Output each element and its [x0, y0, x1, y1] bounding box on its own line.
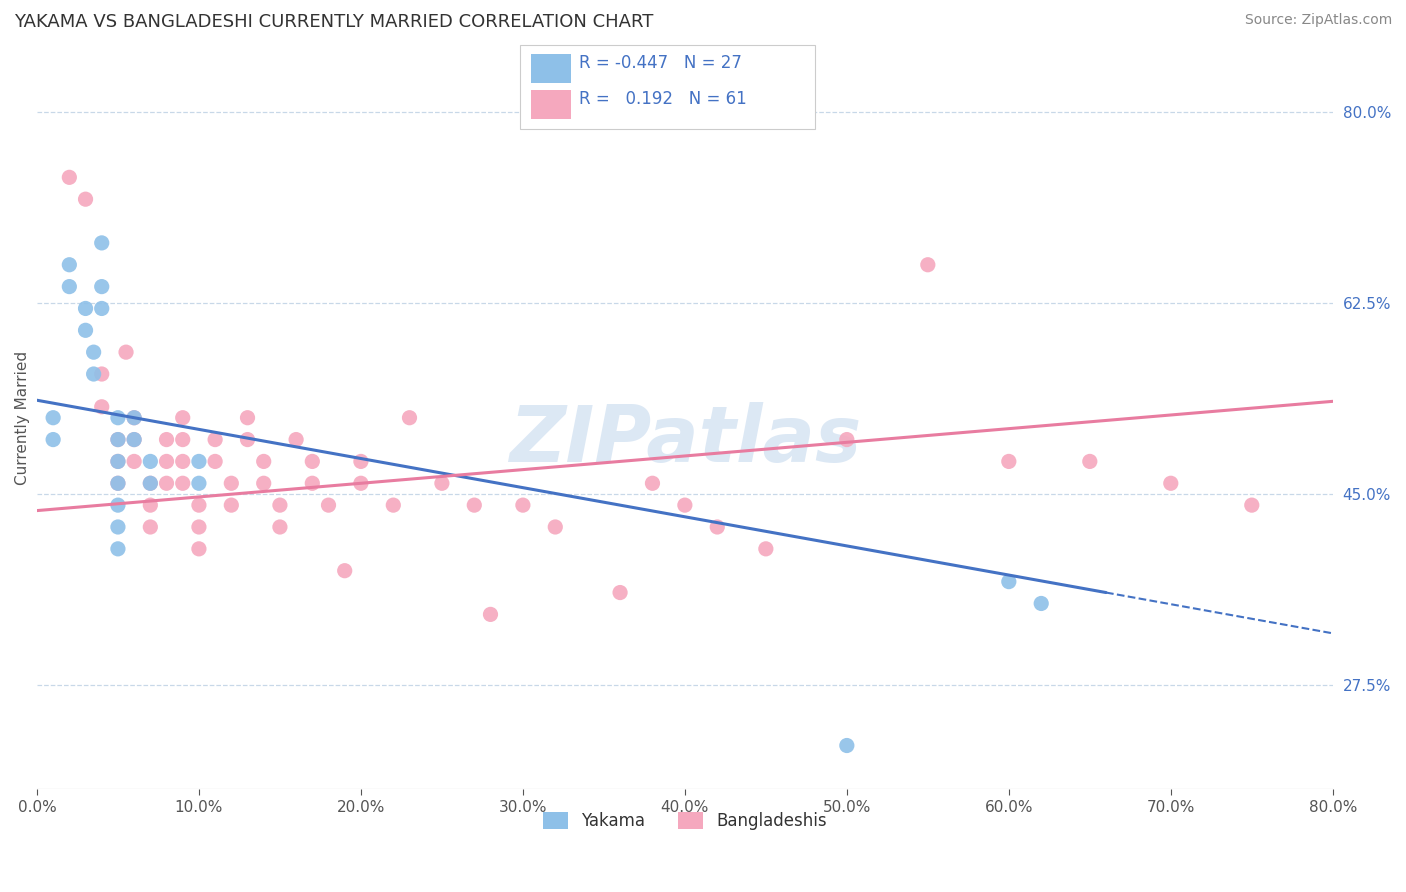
- Point: [301, 454, 323, 468]
- Point: [333, 564, 356, 578]
- Text: YAKAMA VS BANGLADESHI CURRENTLY MARRIED CORRELATION CHART: YAKAMA VS BANGLADESHI CURRENTLY MARRIED …: [14, 13, 654, 31]
- Point: [204, 454, 226, 468]
- Point: [1240, 498, 1263, 512]
- Point: [172, 433, 194, 447]
- Point: [269, 520, 291, 534]
- Point: [1160, 476, 1182, 491]
- Point: [107, 498, 129, 512]
- Point: [75, 192, 97, 206]
- Point: [90, 235, 112, 250]
- Point: [609, 585, 631, 599]
- Text: Source: ZipAtlas.com: Source: ZipAtlas.com: [1244, 13, 1392, 28]
- Point: [139, 520, 162, 534]
- Point: [1078, 454, 1101, 468]
- Point: [187, 454, 209, 468]
- Point: [236, 433, 259, 447]
- Point: [42, 433, 65, 447]
- Point: [75, 323, 97, 337]
- Legend: Yakama, Bangladeshis: Yakama, Bangladeshis: [536, 805, 834, 837]
- Point: [155, 433, 177, 447]
- Point: [706, 520, 728, 534]
- Point: [998, 574, 1021, 589]
- Point: [90, 279, 112, 293]
- Point: [285, 433, 308, 447]
- Point: [187, 498, 209, 512]
- Point: [58, 170, 80, 185]
- Point: [139, 454, 162, 468]
- Point: [835, 739, 858, 753]
- Point: [998, 454, 1021, 468]
- Point: [90, 367, 112, 381]
- Point: [58, 258, 80, 272]
- Point: [673, 498, 696, 512]
- Point: [221, 498, 243, 512]
- Point: [172, 410, 194, 425]
- Point: [107, 520, 129, 534]
- Point: [382, 498, 405, 512]
- Point: [107, 454, 129, 468]
- Point: [221, 476, 243, 491]
- Point: [172, 454, 194, 468]
- Point: [204, 433, 226, 447]
- Point: [139, 476, 162, 491]
- Point: [122, 410, 145, 425]
- Point: [107, 476, 129, 491]
- Point: [107, 541, 129, 556]
- Point: [301, 476, 323, 491]
- Point: [350, 454, 373, 468]
- Point: [917, 258, 939, 272]
- Point: [122, 433, 145, 447]
- Point: [479, 607, 502, 622]
- Point: [155, 476, 177, 491]
- Point: [398, 410, 420, 425]
- Point: [83, 345, 105, 359]
- Point: [42, 410, 65, 425]
- Point: [90, 301, 112, 316]
- Point: [90, 400, 112, 414]
- Text: R =   0.192   N = 61: R = 0.192 N = 61: [579, 90, 747, 108]
- Point: [236, 410, 259, 425]
- Point: [107, 433, 129, 447]
- Point: [83, 367, 105, 381]
- Point: [122, 454, 145, 468]
- Point: [187, 541, 209, 556]
- Point: [139, 498, 162, 512]
- Point: [835, 433, 858, 447]
- Point: [544, 520, 567, 534]
- Point: [641, 476, 664, 491]
- Point: [318, 498, 340, 512]
- Point: [463, 498, 485, 512]
- Point: [512, 498, 534, 512]
- Point: [122, 433, 145, 447]
- Text: R = -0.447   N = 27: R = -0.447 N = 27: [579, 54, 742, 72]
- Point: [755, 541, 778, 556]
- Point: [155, 454, 177, 468]
- Text: ZIPatlas: ZIPatlas: [509, 402, 860, 478]
- Point: [115, 345, 138, 359]
- Point: [269, 498, 291, 512]
- Point: [187, 520, 209, 534]
- Point: [187, 476, 209, 491]
- Point: [253, 476, 276, 491]
- Point: [139, 476, 162, 491]
- Point: [253, 454, 276, 468]
- Point: [75, 301, 97, 316]
- Point: [1031, 597, 1053, 611]
- Point: [350, 476, 373, 491]
- Point: [107, 410, 129, 425]
- Point: [172, 476, 194, 491]
- Point: [107, 433, 129, 447]
- Point: [122, 410, 145, 425]
- Point: [58, 279, 80, 293]
- Point: [430, 476, 453, 491]
- Y-axis label: Currently Married: Currently Married: [15, 351, 30, 484]
- Point: [107, 454, 129, 468]
- Point: [107, 476, 129, 491]
